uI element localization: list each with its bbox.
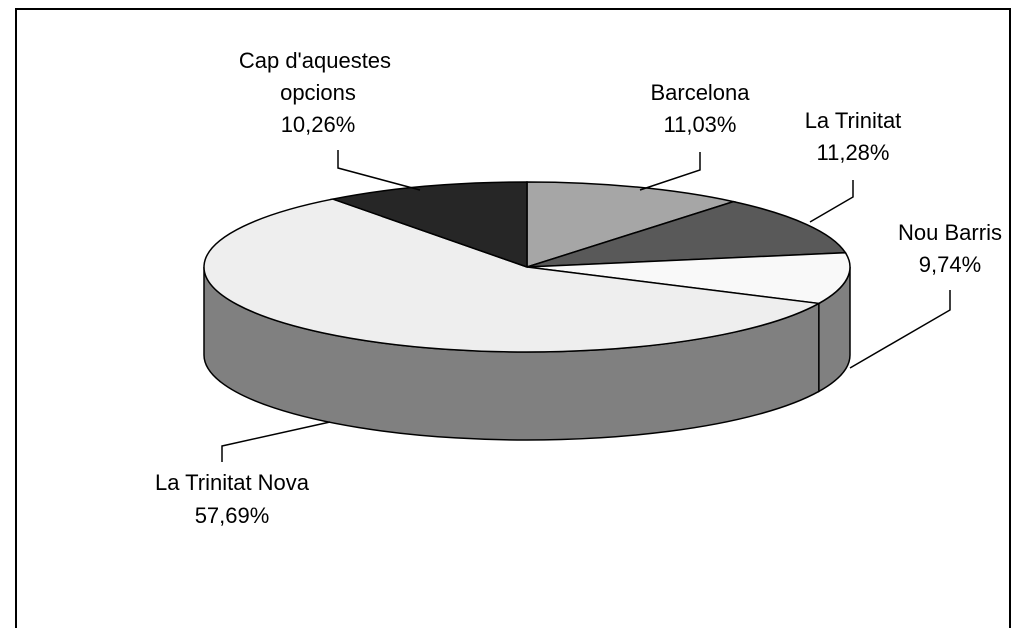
category-label: La Trinitat — [805, 108, 902, 133]
slice — [526, 181, 737, 269]
leader-line — [221, 421, 331, 462]
slice — [526, 251, 851, 305]
slice — [526, 200, 847, 268]
leader-line — [849, 290, 951, 369]
leader-line — [337, 150, 421, 191]
slice — [203, 198, 822, 353]
value-label: 11,03% — [664, 112, 737, 137]
value-label: 57,69% — [195, 503, 270, 528]
category-label: Nou Barris — [898, 220, 1002, 245]
category-label: Cap d'aquestes opcions — [239, 48, 397, 105]
value-label: 9,74% — [919, 252, 981, 277]
value-label: 11,28% — [817, 140, 890, 165]
slice — [330, 181, 528, 269]
leader-line — [639, 152, 701, 191]
leader-line — [809, 180, 854, 223]
category-label: La Trinitat Nova — [155, 470, 310, 495]
value-label: 10,26% — [281, 112, 356, 137]
chart-border — [15, 8, 1011, 628]
category-label: Barcelona — [650, 80, 750, 105]
